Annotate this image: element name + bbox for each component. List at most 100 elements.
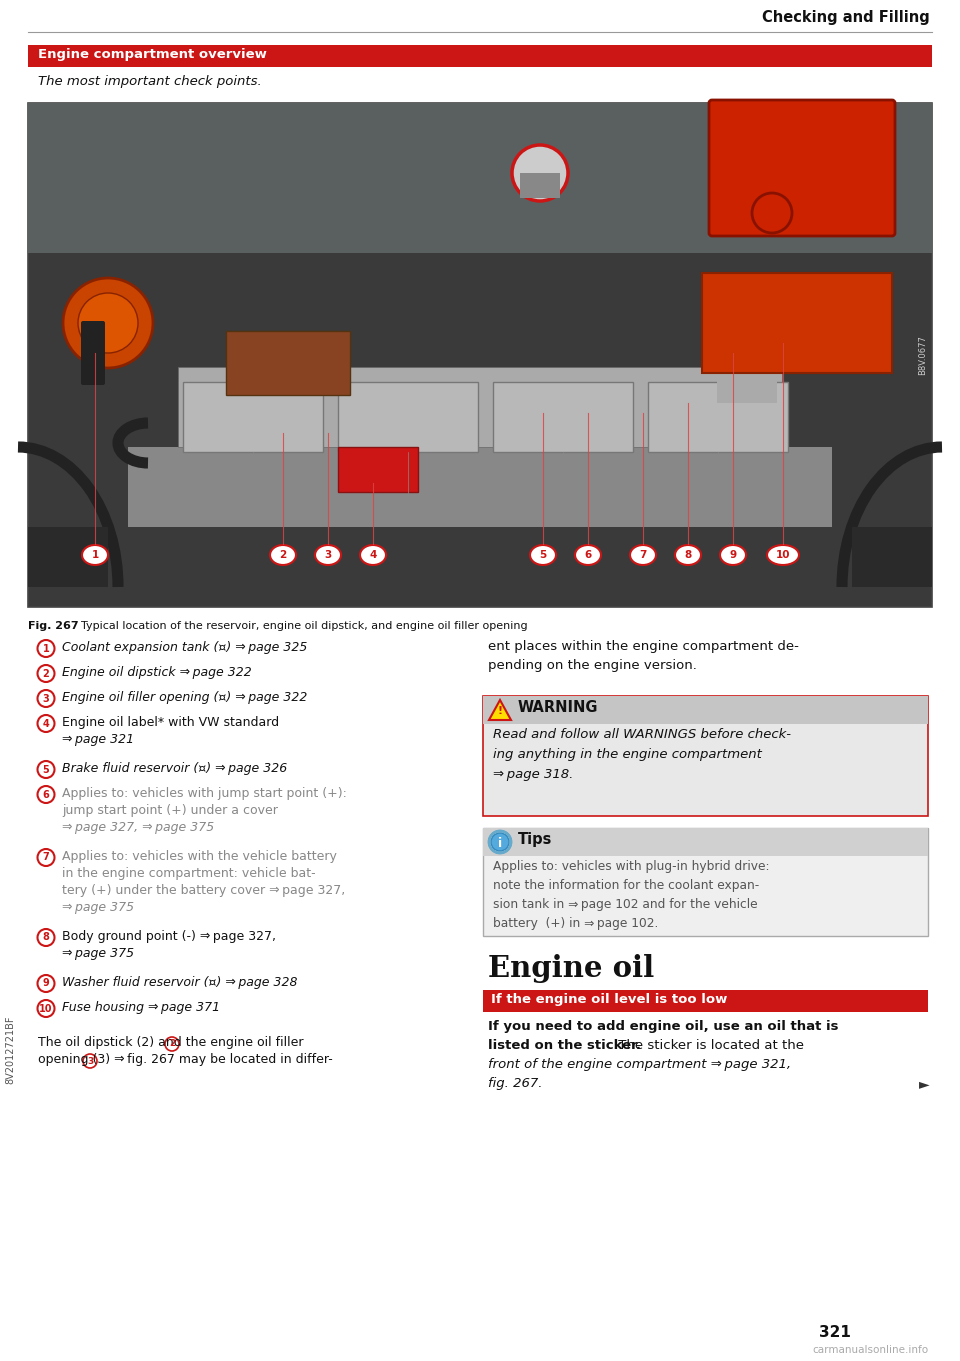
Text: 2: 2 [42, 668, 49, 679]
Circle shape [37, 974, 55, 992]
Circle shape [37, 761, 55, 778]
FancyBboxPatch shape [520, 173, 560, 197]
Text: 8V2012721BF: 8V2012721BF [5, 1015, 15, 1085]
Circle shape [37, 640, 55, 657]
Ellipse shape [767, 544, 799, 565]
Text: Fuse housing ⇒ page 371: Fuse housing ⇒ page 371 [62, 1000, 220, 1014]
Circle shape [489, 832, 511, 853]
Text: B8V.0677: B8V.0677 [918, 335, 927, 374]
Ellipse shape [82, 544, 108, 565]
Text: The most important check points.: The most important check points. [38, 75, 262, 88]
FancyBboxPatch shape [493, 382, 633, 452]
FancyBboxPatch shape [28, 103, 932, 607]
Text: sion tank in ⇒ page 102 and for the vehicle: sion tank in ⇒ page 102 and for the vehi… [493, 898, 757, 911]
Text: Engine oil label* with VW standard: Engine oil label* with VW standard [62, 716, 279, 729]
Text: 321: 321 [819, 1326, 851, 1341]
FancyBboxPatch shape [483, 695, 928, 817]
Text: 7: 7 [42, 852, 49, 863]
Ellipse shape [630, 544, 656, 565]
Text: Brake fluid reservoir (¤) ⇒ page 326: Brake fluid reservoir (¤) ⇒ page 326 [62, 762, 287, 774]
Text: The sticker is located at the: The sticker is located at the [614, 1038, 804, 1052]
Text: ⇒ page 321: ⇒ page 321 [62, 734, 134, 746]
Ellipse shape [360, 544, 386, 565]
Text: 9: 9 [42, 979, 49, 988]
Text: 4: 4 [42, 719, 49, 728]
FancyBboxPatch shape [183, 382, 323, 452]
Text: carmanualsonline.info: carmanualsonline.info [812, 1345, 928, 1356]
Text: Washer fluid reservoir (¤) ⇒ page 328: Washer fluid reservoir (¤) ⇒ page 328 [62, 976, 298, 989]
Text: If the engine oil level is too low: If the engine oil level is too low [491, 994, 728, 1006]
Text: 5: 5 [540, 550, 546, 559]
Text: 3: 3 [42, 694, 49, 704]
Text: 1: 1 [91, 550, 99, 559]
Text: 2: 2 [279, 550, 287, 559]
FancyBboxPatch shape [702, 274, 892, 373]
FancyBboxPatch shape [128, 446, 832, 527]
Text: 2: 2 [169, 1040, 175, 1048]
Circle shape [83, 1053, 97, 1068]
FancyBboxPatch shape [709, 99, 895, 235]
Text: 10: 10 [776, 550, 790, 559]
Text: Checking and Filling: Checking and Filling [762, 10, 930, 24]
Text: listed on the sticker.: listed on the sticker. [488, 1038, 641, 1052]
Text: 4: 4 [370, 550, 376, 559]
Text: ⇒ page 318.: ⇒ page 318. [493, 768, 573, 781]
Circle shape [37, 1000, 55, 1017]
Text: 6: 6 [585, 550, 591, 559]
FancyBboxPatch shape [28, 45, 932, 67]
Text: fig. 267.: fig. 267. [488, 1077, 542, 1090]
Ellipse shape [675, 544, 701, 565]
Text: 1: 1 [42, 644, 49, 653]
Text: Engine oil dipstick ⇒ page 322: Engine oil dipstick ⇒ page 322 [62, 666, 252, 679]
FancyBboxPatch shape [178, 367, 782, 446]
Text: Tips: Tips [518, 832, 552, 847]
FancyBboxPatch shape [648, 382, 788, 452]
Text: !: ! [497, 706, 503, 716]
Text: front of the engine compartment ⇒ page 321,: front of the engine compartment ⇒ page 3… [488, 1057, 791, 1071]
Text: If you need to add engine oil, use an oil that is: If you need to add engine oil, use an oi… [488, 1019, 838, 1033]
Text: WARNING: WARNING [518, 700, 598, 715]
Ellipse shape [720, 544, 746, 565]
Text: 3: 3 [324, 550, 331, 559]
Circle shape [63, 278, 153, 367]
Ellipse shape [270, 544, 296, 565]
Circle shape [489, 832, 511, 853]
Text: 6: 6 [42, 789, 49, 799]
Text: 10: 10 [39, 1003, 53, 1014]
Text: ►: ► [920, 1077, 930, 1092]
Circle shape [37, 666, 55, 682]
Text: ⇒ page 375: ⇒ page 375 [62, 901, 134, 915]
Text: Read and follow all WARNINGS before check-: Read and follow all WARNINGS before chec… [493, 728, 791, 740]
Text: opening (3) ⇒ fig. 267 may be located in differ-: opening (3) ⇒ fig. 267 may be located in… [38, 1053, 333, 1066]
FancyBboxPatch shape [483, 695, 928, 724]
Text: tery (+) under the battery cover ⇒ page 327,: tery (+) under the battery cover ⇒ page … [62, 885, 346, 897]
Text: ing anything in the engine compartment: ing anything in the engine compartment [493, 749, 762, 761]
Circle shape [37, 849, 55, 866]
Text: Applies to: vehicles with jump start point (+):: Applies to: vehicles with jump start poi… [62, 787, 347, 800]
Text: Fig. 267: Fig. 267 [28, 621, 79, 632]
FancyBboxPatch shape [81, 321, 105, 385]
FancyBboxPatch shape [28, 527, 108, 587]
Circle shape [37, 930, 55, 946]
Text: Engine oil: Engine oil [488, 954, 655, 983]
Text: pending on the engine version.: pending on the engine version. [488, 659, 697, 672]
Circle shape [37, 715, 55, 732]
FancyBboxPatch shape [717, 378, 777, 403]
Text: note the information for the coolant expan-: note the information for the coolant exp… [493, 879, 759, 891]
Ellipse shape [530, 544, 556, 565]
Circle shape [752, 193, 792, 233]
FancyBboxPatch shape [338, 446, 418, 491]
Text: i: i [498, 837, 502, 849]
Circle shape [37, 690, 55, 706]
Text: 9: 9 [730, 550, 736, 559]
Text: Typical location of the reservoir, engine oil dipstick, and engine oil filler op: Typical location of the reservoir, engin… [74, 621, 528, 632]
Circle shape [78, 293, 138, 352]
Text: Engine compartment overview: Engine compartment overview [38, 48, 267, 61]
Text: 7: 7 [639, 550, 647, 559]
Text: 8: 8 [42, 932, 49, 943]
Text: ⇒ page 327, ⇒ page 375: ⇒ page 327, ⇒ page 375 [62, 821, 214, 834]
FancyBboxPatch shape [483, 827, 928, 856]
Text: jump start point (+) under a cover: jump start point (+) under a cover [62, 804, 277, 817]
FancyBboxPatch shape [852, 527, 932, 587]
Circle shape [165, 1037, 179, 1051]
